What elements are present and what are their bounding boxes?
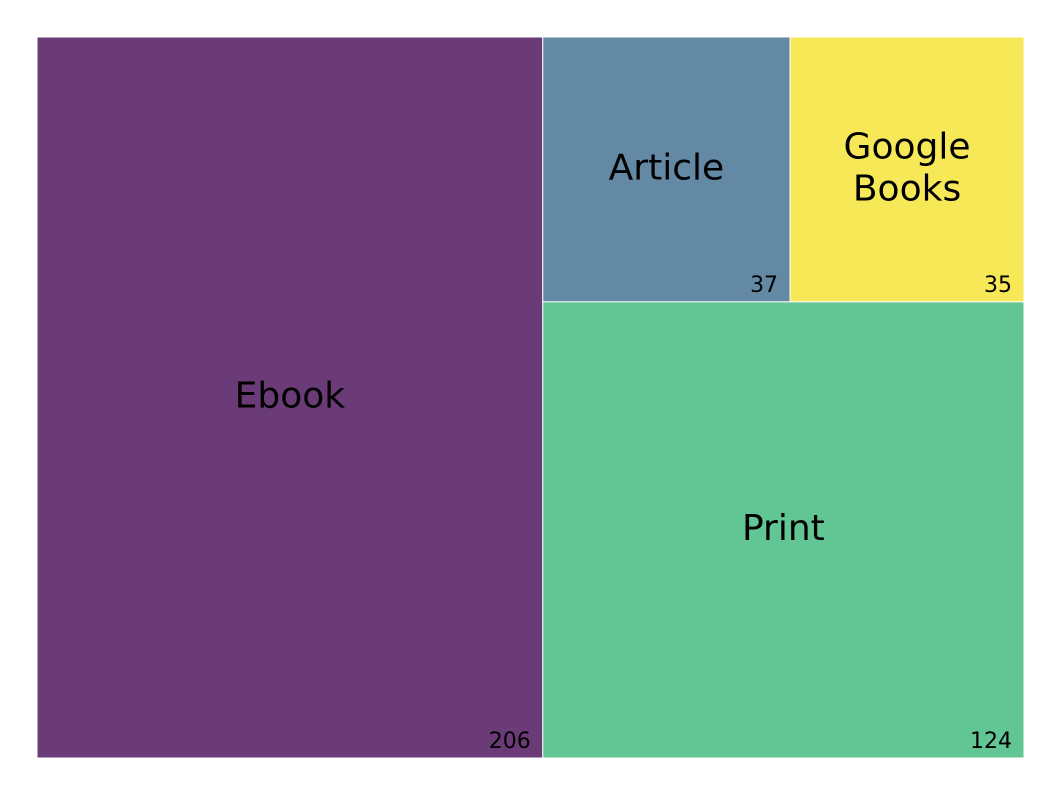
tile-value-article: 37 xyxy=(750,273,778,298)
tile-rect-article xyxy=(542,36,791,303)
tile-rect-google-books xyxy=(789,36,1025,303)
tile-label-ebook: Ebook xyxy=(235,376,346,417)
tile-label-article: Article xyxy=(609,147,725,188)
tile-google-books: Google Books 35 xyxy=(789,36,1025,303)
tile-rect-print xyxy=(542,301,1025,759)
tile-print: Print 124 xyxy=(542,301,1025,759)
tile-label-google-books: Google Books xyxy=(844,126,971,209)
tile-article: Article 37 xyxy=(542,36,791,303)
tile-value-google-books: 35 xyxy=(984,273,1012,298)
treemap-tiles: Ebook 206 Article 37 Google Books 35 Print 124 xyxy=(36,36,1025,759)
tile-value-ebook: 206 xyxy=(489,729,531,754)
tile-label-print: Print xyxy=(742,508,825,549)
tile-ebook: Ebook 206 xyxy=(36,36,544,759)
tile-value-print: 124 xyxy=(970,729,1012,754)
tile-rect-ebook xyxy=(36,36,544,759)
